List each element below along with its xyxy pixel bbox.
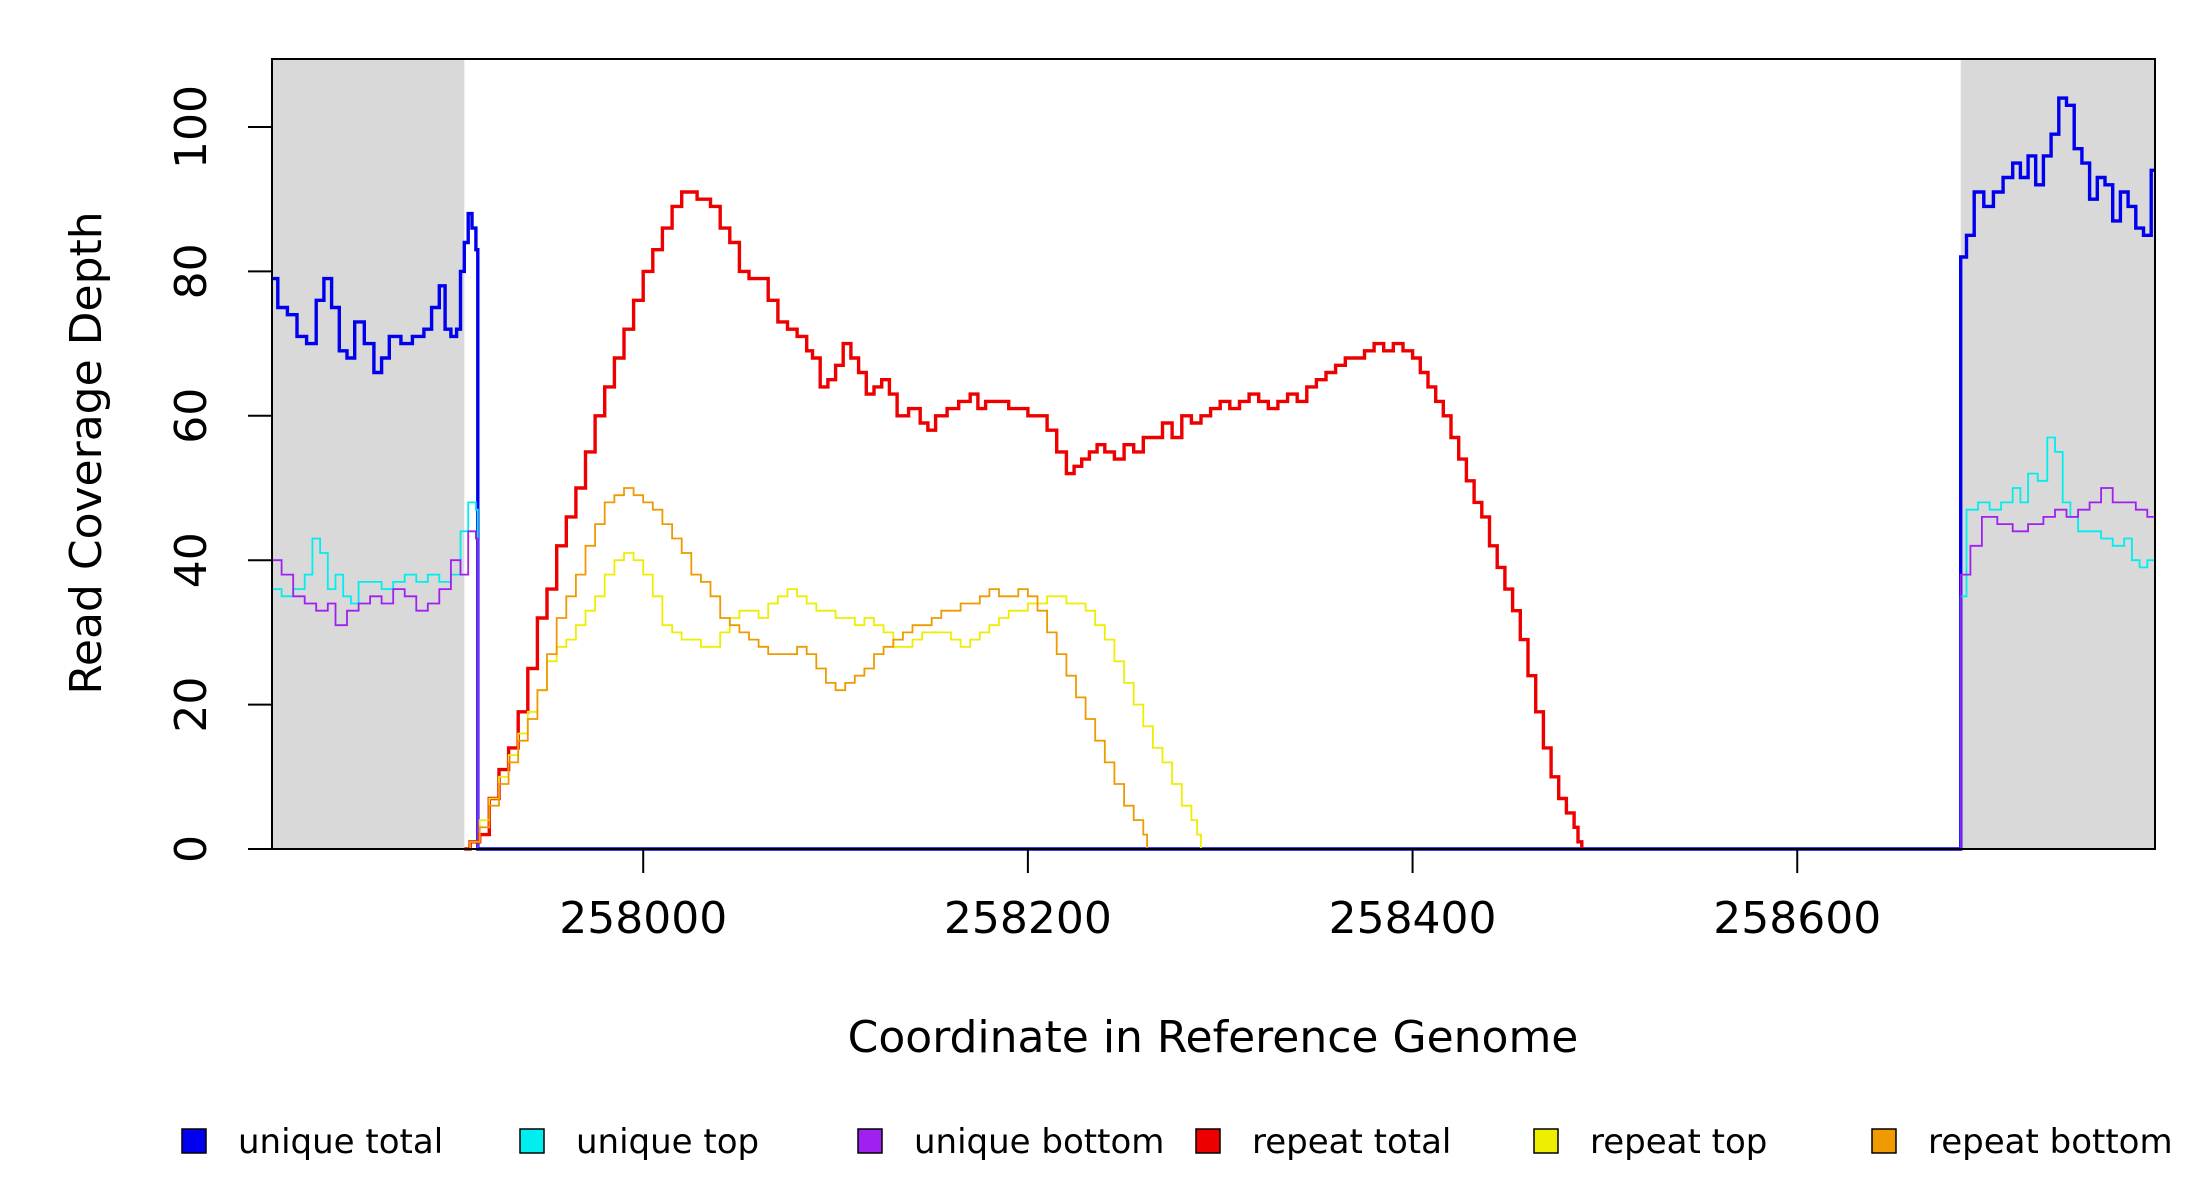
series-unique-top	[272, 436, 2156, 850]
series-unique-bottom	[272, 487, 2156, 850]
series-lines	[272, 96, 2156, 851]
legend-label-repeat-bottom: repeat bottom	[1928, 1122, 2173, 1162]
shaded-regions	[272, 59, 2155, 849]
legend-swatch-unique-top	[519, 1128, 545, 1154]
legend: unique total unique top unique bottom repea…	[181, 1122, 2173, 1162]
x-axis-title: Coordinate in Reference Genome	[848, 1012, 1579, 1063]
y-tick-label-60: 60	[166, 388, 217, 444]
plot-frame	[271, 58, 2156, 850]
y-tick-label-80: 80	[166, 243, 217, 299]
y-axis-title: Read Coverage Depth	[61, 211, 112, 694]
x-tick-label-258400: 258400	[1329, 893, 1497, 944]
series-repeat-total	[464, 190, 1584, 851]
y-tick-label-100: 100	[166, 85, 217, 169]
y-tick-label-20: 20	[166, 677, 217, 733]
legend-swatch-repeat-bottom	[1871, 1128, 1897, 1154]
x-tick-label-258600: 258600	[1713, 893, 1881, 944]
legend-swatch-unique-bottom	[857, 1128, 883, 1154]
y-axis: 0 20 40 60 80 100	[166, 85, 272, 863]
series-repeat-top	[464, 552, 1202, 850]
legend-label-unique-total: unique total	[238, 1122, 443, 1162]
x-tick-label-258200: 258200	[944, 893, 1112, 944]
shaded-region-1	[272, 59, 465, 849]
series-repeat-bottom	[464, 487, 1148, 850]
legend-swatch-repeat-total	[1195, 1128, 1221, 1154]
series-unique-total	[272, 96, 2155, 851]
y-tick-label-40: 40	[166, 532, 217, 588]
legend-label-repeat-total: repeat total	[1252, 1122, 1451, 1162]
legend-label-repeat-top: repeat top	[1590, 1122, 1767, 1162]
shaded-region-2	[1960, 59, 2155, 849]
y-tick-label-0: 0	[166, 835, 217, 863]
legend-swatch-unique-total	[181, 1128, 207, 1154]
legend-label-unique-bottom: unique bottom	[914, 1122, 1164, 1162]
x-axis: 258000 258200 258400 258600	[559, 849, 1881, 944]
legend-swatch-repeat-top	[1533, 1128, 1559, 1154]
x-tick-label-258000: 258000	[559, 893, 727, 944]
legend-label-unique-top: unique top	[576, 1122, 759, 1162]
